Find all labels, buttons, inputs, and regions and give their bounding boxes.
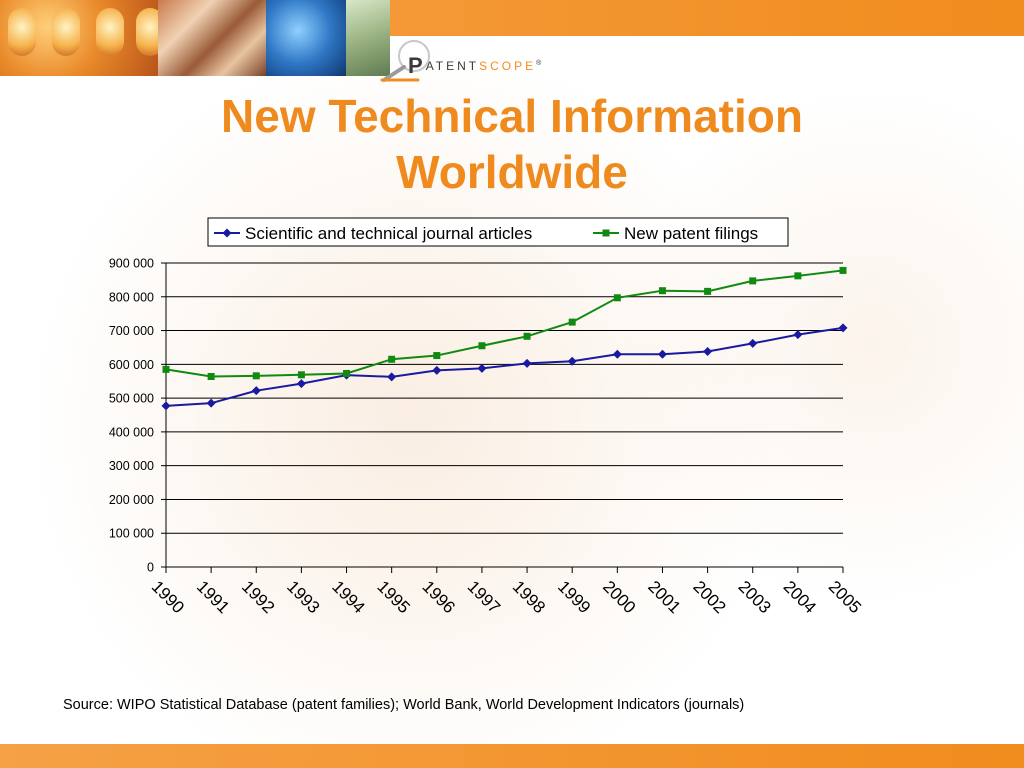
data-point-diamond — [251, 386, 261, 396]
data-point-diamond — [703, 346, 713, 356]
y-tick-label: 0 — [147, 561, 154, 575]
data-point-square — [297, 371, 305, 379]
chart-axes: 0 100 000 200 000 300 000 400 000 500 000 600 … — [109, 257, 865, 618]
series-line — [165, 326, 844, 407]
logo-wordmark: PATENTSCOPE® — [408, 50, 542, 78]
data-point-diamond — [838, 323, 848, 333]
data-point-diamond — [657, 349, 667, 359]
x-tick-label: 2001 — [644, 577, 684, 617]
data-point-square — [613, 294, 621, 302]
x-tick-label: 1991 — [193, 577, 233, 617]
logo-text-accent: SCOPE — [479, 59, 537, 73]
data-point-square — [704, 287, 712, 295]
series-line — [165, 269, 844, 378]
patentscope-logo: PATENTSCOPE® — [378, 36, 598, 86]
data-point-diamond — [567, 356, 577, 366]
data-point-diamond — [206, 398, 216, 408]
data-point-square — [568, 318, 576, 326]
data-point-square — [523, 332, 531, 340]
chart-series — [161, 266, 848, 411]
x-tick-label: 1999 — [554, 577, 594, 617]
y-tick-label: 700 000 — [109, 324, 154, 338]
x-tick-label: 1995 — [373, 577, 413, 617]
logo-text-main: ATENT — [425, 59, 480, 73]
x-tick-label: 1993 — [283, 577, 323, 617]
slide-title: New Technical Information Worldwide — [221, 90, 803, 198]
y-tick-label: 300 000 — [109, 459, 154, 473]
x-tick-label: 1998 — [509, 577, 549, 617]
data-point-square — [388, 355, 396, 363]
logo-registered-mark: ® — [536, 60, 542, 67]
series-journal-articles — [161, 323, 848, 411]
y-tick-label: 500 000 — [109, 392, 154, 406]
x-tick-label: 1996 — [419, 577, 459, 617]
data-point-diamond — [793, 330, 803, 340]
data-point-diamond — [296, 379, 306, 389]
data-point-square — [658, 287, 666, 295]
x-tick-label: 1990 — [148, 577, 188, 617]
data-point-square — [207, 372, 215, 380]
data-point-diamond — [432, 365, 442, 375]
x-tick-label: 2004 — [780, 577, 820, 617]
data-point-square — [343, 369, 351, 377]
legend-box — [207, 217, 789, 247]
x-tick-label: 1992 — [238, 577, 278, 617]
y-tick-label: 600 000 — [109, 358, 154, 372]
header-photo-lightbulbs — [0, 0, 158, 76]
legend-marker-square — [602, 229, 610, 237]
x-tick-label: 2003 — [735, 577, 775, 617]
data-point-diamond — [748, 338, 758, 348]
y-tick-label: 100 000 — [109, 527, 154, 541]
header-photo-lab — [266, 0, 346, 76]
y-tick-label: 400 000 — [109, 425, 154, 439]
header-photo-circuitry — [158, 0, 266, 76]
x-tick-label: 2000 — [599, 577, 639, 617]
data-point-diamond — [387, 372, 397, 382]
data-point-square — [433, 352, 441, 360]
data-point-square — [252, 372, 260, 380]
legend-label: Scientific and technical journal article… — [245, 224, 532, 243]
y-tick-label: 900 000 — [109, 257, 154, 271]
data-point-square — [749, 277, 757, 285]
data-point-square — [162, 365, 170, 373]
x-tick-label: 1994 — [328, 577, 368, 617]
y-tick-label: 200 000 — [109, 493, 154, 507]
chart-gridlines — [166, 262, 843, 534]
y-tick-label: 800 000 — [109, 290, 154, 304]
data-point-diamond — [477, 363, 487, 373]
legend-label: New patent filings — [624, 224, 758, 243]
logo-letter: P — [408, 53, 426, 78]
data-point-square — [478, 342, 486, 350]
data-point-diamond — [612, 349, 622, 359]
x-tick-label: 2002 — [689, 577, 729, 617]
bottom-orange-bar — [0, 744, 1024, 768]
data-point-square — [839, 266, 847, 274]
chart-legend: Scientific and technical journal article… — [207, 217, 789, 247]
data-point-diamond — [161, 401, 171, 411]
source-note: Source: WIPO Statistical Database (paten… — [63, 697, 745, 713]
series-patent-filings — [162, 266, 847, 380]
x-tick-label: 2005 — [825, 577, 865, 617]
data-point-square — [794, 272, 802, 280]
legend-marker-diamond — [222, 228, 232, 238]
data-point-diamond — [522, 358, 532, 368]
x-tick-label: 1997 — [464, 577, 504, 617]
magnifier-logo-icon — [380, 40, 430, 82]
header-photo-circuit-board — [346, 0, 390, 76]
